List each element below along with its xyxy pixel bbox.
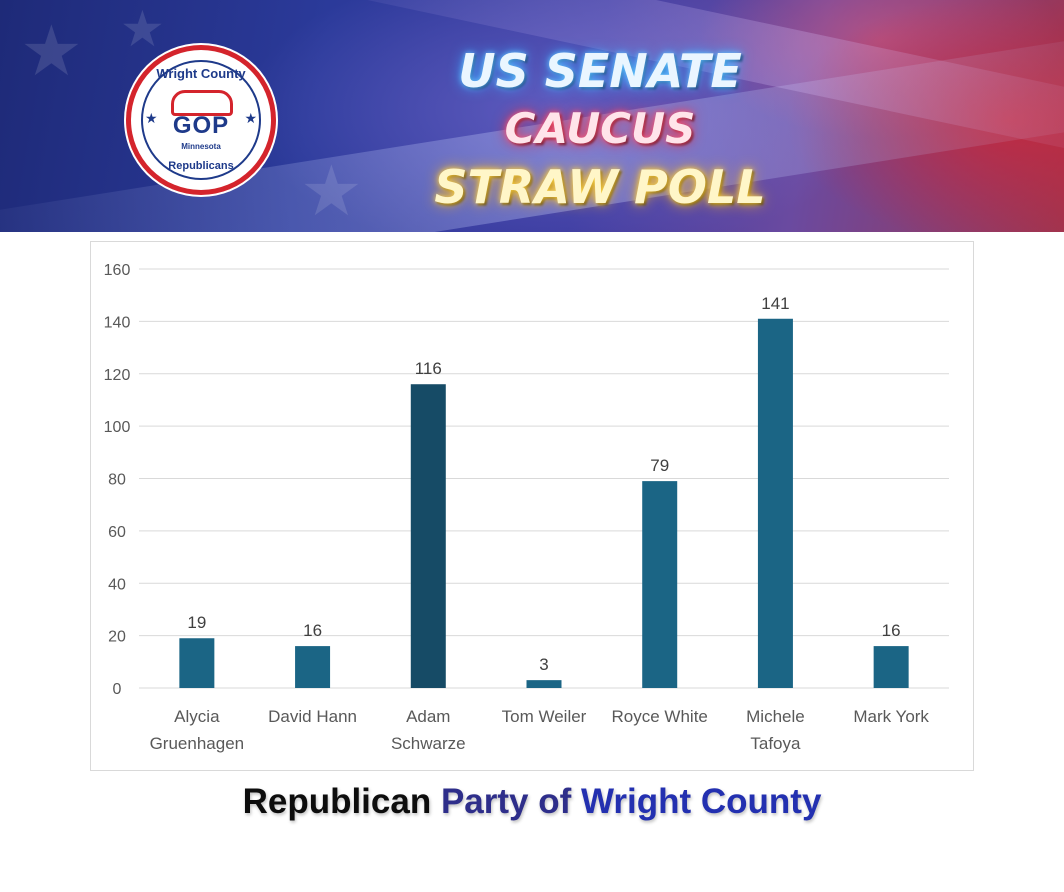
logo-state-text: Minnesota xyxy=(181,142,221,151)
x-tick-label: Alycia xyxy=(174,707,220,726)
data-label: 16 xyxy=(303,621,322,640)
y-tick-label: 80 xyxy=(108,472,126,489)
bar xyxy=(410,384,446,688)
background-star-icon: ★ xyxy=(20,12,83,90)
logo-star-left-icon: ★ xyxy=(145,110,158,126)
banner-title-us-senate: US SENATE xyxy=(458,44,742,98)
data-label: 116 xyxy=(415,359,442,378)
y-tick-label: 120 xyxy=(104,367,131,384)
footer-republican: Republican xyxy=(242,782,432,821)
y-tick-label: 40 xyxy=(108,576,126,593)
background-star-icon: ★ xyxy=(120,1,165,57)
bar xyxy=(526,680,562,688)
data-label: 19 xyxy=(187,613,206,632)
footer-caption: Republican Party of Wright County xyxy=(0,782,1064,822)
data-label: 141 xyxy=(761,294,789,313)
x-tick-label: Tafoya xyxy=(750,734,801,753)
y-tick-label: 0 xyxy=(113,681,122,698)
bar xyxy=(179,638,215,688)
y-tick-label: 100 xyxy=(104,419,131,436)
logo-ring xyxy=(141,60,261,180)
elephant-icon xyxy=(171,90,233,116)
chart-frame: 0 20 40 60 80 100 120 140 160 19 Alycia Gruenhagen 1… xyxy=(90,241,974,771)
logo-bottom-text: Republicans xyxy=(168,160,234,172)
wright-county-gop-logo: ★ ★ Wright County GOP Minnesota Republic… xyxy=(131,50,271,190)
y-tick-label: 20 xyxy=(108,629,126,646)
y-tick-label: 160 xyxy=(104,262,131,279)
x-tick-label: Tom Weiler xyxy=(502,707,587,726)
footer-wright-county: Wright County xyxy=(581,782,822,821)
y-tick-label: 140 xyxy=(104,314,131,331)
x-tick-label: Gruenhagen xyxy=(150,734,245,753)
logo-top-text: Wright County xyxy=(156,66,246,81)
bar xyxy=(873,646,909,688)
x-tick-label: Adam xyxy=(406,707,450,726)
y-tick-label: 60 xyxy=(108,524,126,541)
logo-gop-text: GOP xyxy=(172,112,230,139)
x-tick-label: Royce White xyxy=(612,707,708,726)
data-label: 16 xyxy=(882,621,901,640)
bar xyxy=(757,318,793,688)
logo-star-right-icon: ★ xyxy=(244,110,257,126)
header-banner: ★ ★ ★ ★ ★ Wright County GOP Minnesota Re… xyxy=(0,0,1064,232)
data-label: 79 xyxy=(650,456,669,475)
data-label: 3 xyxy=(539,655,548,674)
x-tick-label: David Hann xyxy=(268,707,357,726)
x-tick-label: Mark York xyxy=(853,707,929,726)
footer-party-of: Party of xyxy=(440,782,572,821)
x-tick-label: Schwarze xyxy=(391,734,466,753)
background-star-icon: ★ xyxy=(300,152,363,230)
x-tick-label: Michele xyxy=(746,707,805,726)
bar xyxy=(642,481,678,688)
banner-title-straw-poll: STRAW POLL xyxy=(434,160,766,214)
bar-chart: 0 20 40 60 80 100 120 140 160 19 Alycia Gruenhagen 1… xyxy=(104,262,949,753)
banner-title-caucus: CAUCUS xyxy=(504,104,696,153)
bar xyxy=(295,646,331,688)
